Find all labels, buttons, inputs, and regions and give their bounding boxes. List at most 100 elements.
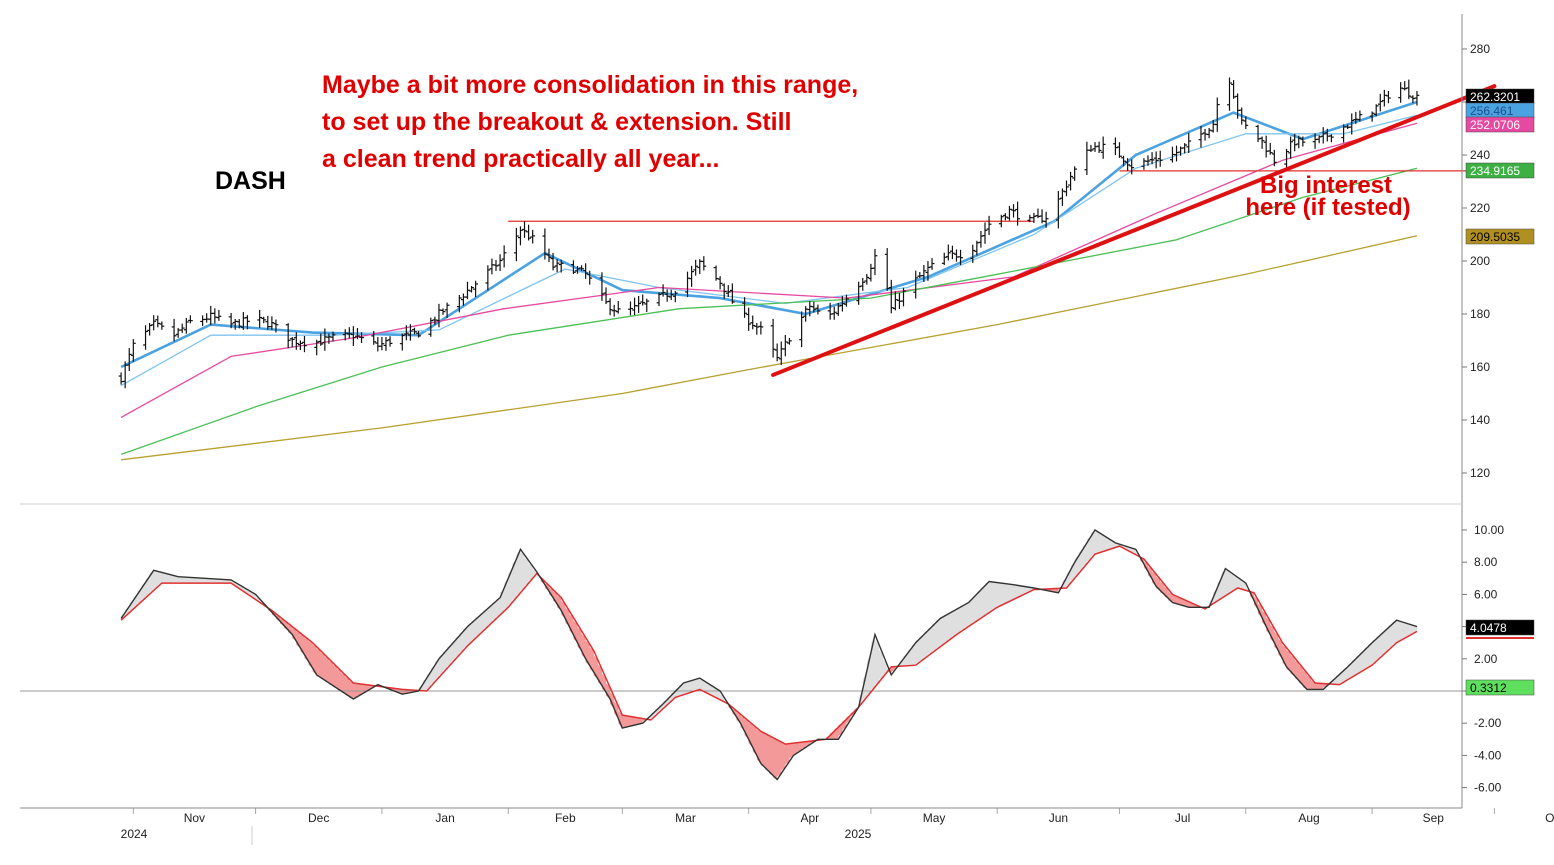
price-bar (359, 332, 364, 344)
price-bar (1357, 110, 1363, 122)
price-bar (542, 228, 548, 260)
price-bar (982, 222, 988, 244)
support-annotation-line-2: here (if tested) (1245, 194, 1410, 221)
oscillator-lines (20, 529, 1462, 781)
price-bar (1300, 136, 1306, 147)
price-axis: 120140160180200220240260280 (1462, 42, 1490, 480)
oscillator-tag-value: 0.3312 (1470, 681, 1507, 695)
price-bar (1328, 134, 1334, 143)
price-bar (717, 276, 723, 290)
price-bar (1129, 159, 1135, 175)
price-bar (668, 289, 674, 301)
ma-line-3 (120, 167, 1418, 456)
price-bar (958, 249, 963, 266)
price-panel: 120140160180200220240260280 262.3201256.… (118, 42, 1535, 480)
price-bar (774, 343, 780, 362)
price-bar (1369, 111, 1375, 122)
oscillator-tick-label: -4.00 (1474, 748, 1502, 762)
price-bar (901, 287, 906, 307)
price-bar (844, 294, 849, 307)
price-bar (408, 324, 413, 341)
price-tag-value: 262.3201 (1470, 90, 1520, 104)
price-bar (1072, 166, 1078, 181)
price-bar (1316, 135, 1322, 144)
price-bar (1117, 142, 1122, 158)
price-bar (171, 318, 177, 342)
month-label: Nov (184, 811, 205, 825)
price-bar (913, 270, 919, 299)
price-tick-label: 220 (1470, 201, 1490, 215)
price-bar (831, 306, 837, 320)
price-bar (892, 291, 898, 311)
month-label: Jan (435, 811, 454, 825)
price-bar (1284, 148, 1289, 170)
oscillator-tag-value: 4.0478 (1470, 621, 1507, 635)
price-bar (811, 301, 817, 313)
price-bar (261, 316, 267, 324)
price-bar (257, 309, 263, 328)
price-bar (1015, 201, 1020, 226)
month-label: Aug (1298, 811, 1319, 825)
price-tag-value: 256.461 (1470, 104, 1514, 118)
price-bar (143, 325, 148, 350)
price-bar (1377, 93, 1383, 112)
oscillator-tick-label: 8.00 (1474, 555, 1498, 569)
price-bar (1227, 77, 1232, 111)
oscillator-tag: 0.3312 (1465, 679, 1535, 696)
price-bar (799, 311, 805, 348)
price-bar (1007, 205, 1012, 221)
oscillator-fill-below (1139, 557, 1201, 608)
price-bar (1243, 116, 1249, 130)
price-bar (587, 270, 593, 285)
price-bar (558, 259, 564, 273)
oscillator-fill-above (1327, 620, 1417, 685)
price-bar (216, 309, 222, 321)
price-bar (782, 334, 788, 357)
year-label-2024: 2024 (121, 827, 148, 841)
price-bar (416, 331, 421, 338)
price-bar (701, 256, 707, 271)
price-bar (664, 289, 670, 302)
price-bar (1206, 128, 1212, 139)
price-bar (1145, 155, 1151, 166)
price-bar (1153, 151, 1159, 169)
oscillator-tag-bg (1465, 679, 1535, 696)
time-axis: Nov Dec Jan Feb Mar Apr May Jun Jul Aug Sep Oct 2024… (121, 808, 1554, 845)
oscillator-fill-above (418, 549, 541, 691)
price-bar (1320, 127, 1326, 144)
rising-trendline (771, 84, 1497, 377)
price-bar (644, 298, 650, 313)
price-bar (1231, 80, 1236, 99)
price-bar (228, 313, 234, 329)
trendline-layer (771, 84, 1497, 377)
price-bar (1096, 141, 1102, 153)
oscillator-tick-label: 10.00 (1474, 523, 1504, 537)
price-bar (273, 319, 279, 333)
oscillator-tag: 4.0478 (1465, 619, 1535, 636)
price-bar (428, 317, 434, 337)
oscillator-fill-below (267, 607, 374, 699)
price-bar (469, 286, 474, 293)
price-bar (155, 315, 161, 328)
price-tick-label: 280 (1470, 42, 1490, 56)
price-bar (998, 214, 1004, 228)
oscillator-panel: 10.008.006.004.002.00-2.00-4.00-6.00 4.0… (20, 523, 1535, 795)
price-bar (1113, 137, 1118, 156)
price-bar (1271, 149, 1277, 167)
price-bar (1296, 135, 1302, 149)
price-bar (921, 264, 927, 283)
price-bar (1288, 136, 1294, 159)
price-bar (554, 259, 560, 273)
price-bar (330, 331, 336, 342)
oscillator-fill-above (646, 678, 729, 720)
price-bar (302, 336, 307, 353)
price-tag-value: 252.0706 (1470, 118, 1520, 132)
price-bar (611, 304, 617, 317)
price-bar (379, 336, 385, 351)
price-bar (183, 317, 189, 334)
price-tag-bg (1465, 228, 1535, 245)
price-bar (1068, 171, 1073, 191)
price-bar (615, 301, 621, 314)
oscillator-fill-above (899, 581, 1042, 667)
